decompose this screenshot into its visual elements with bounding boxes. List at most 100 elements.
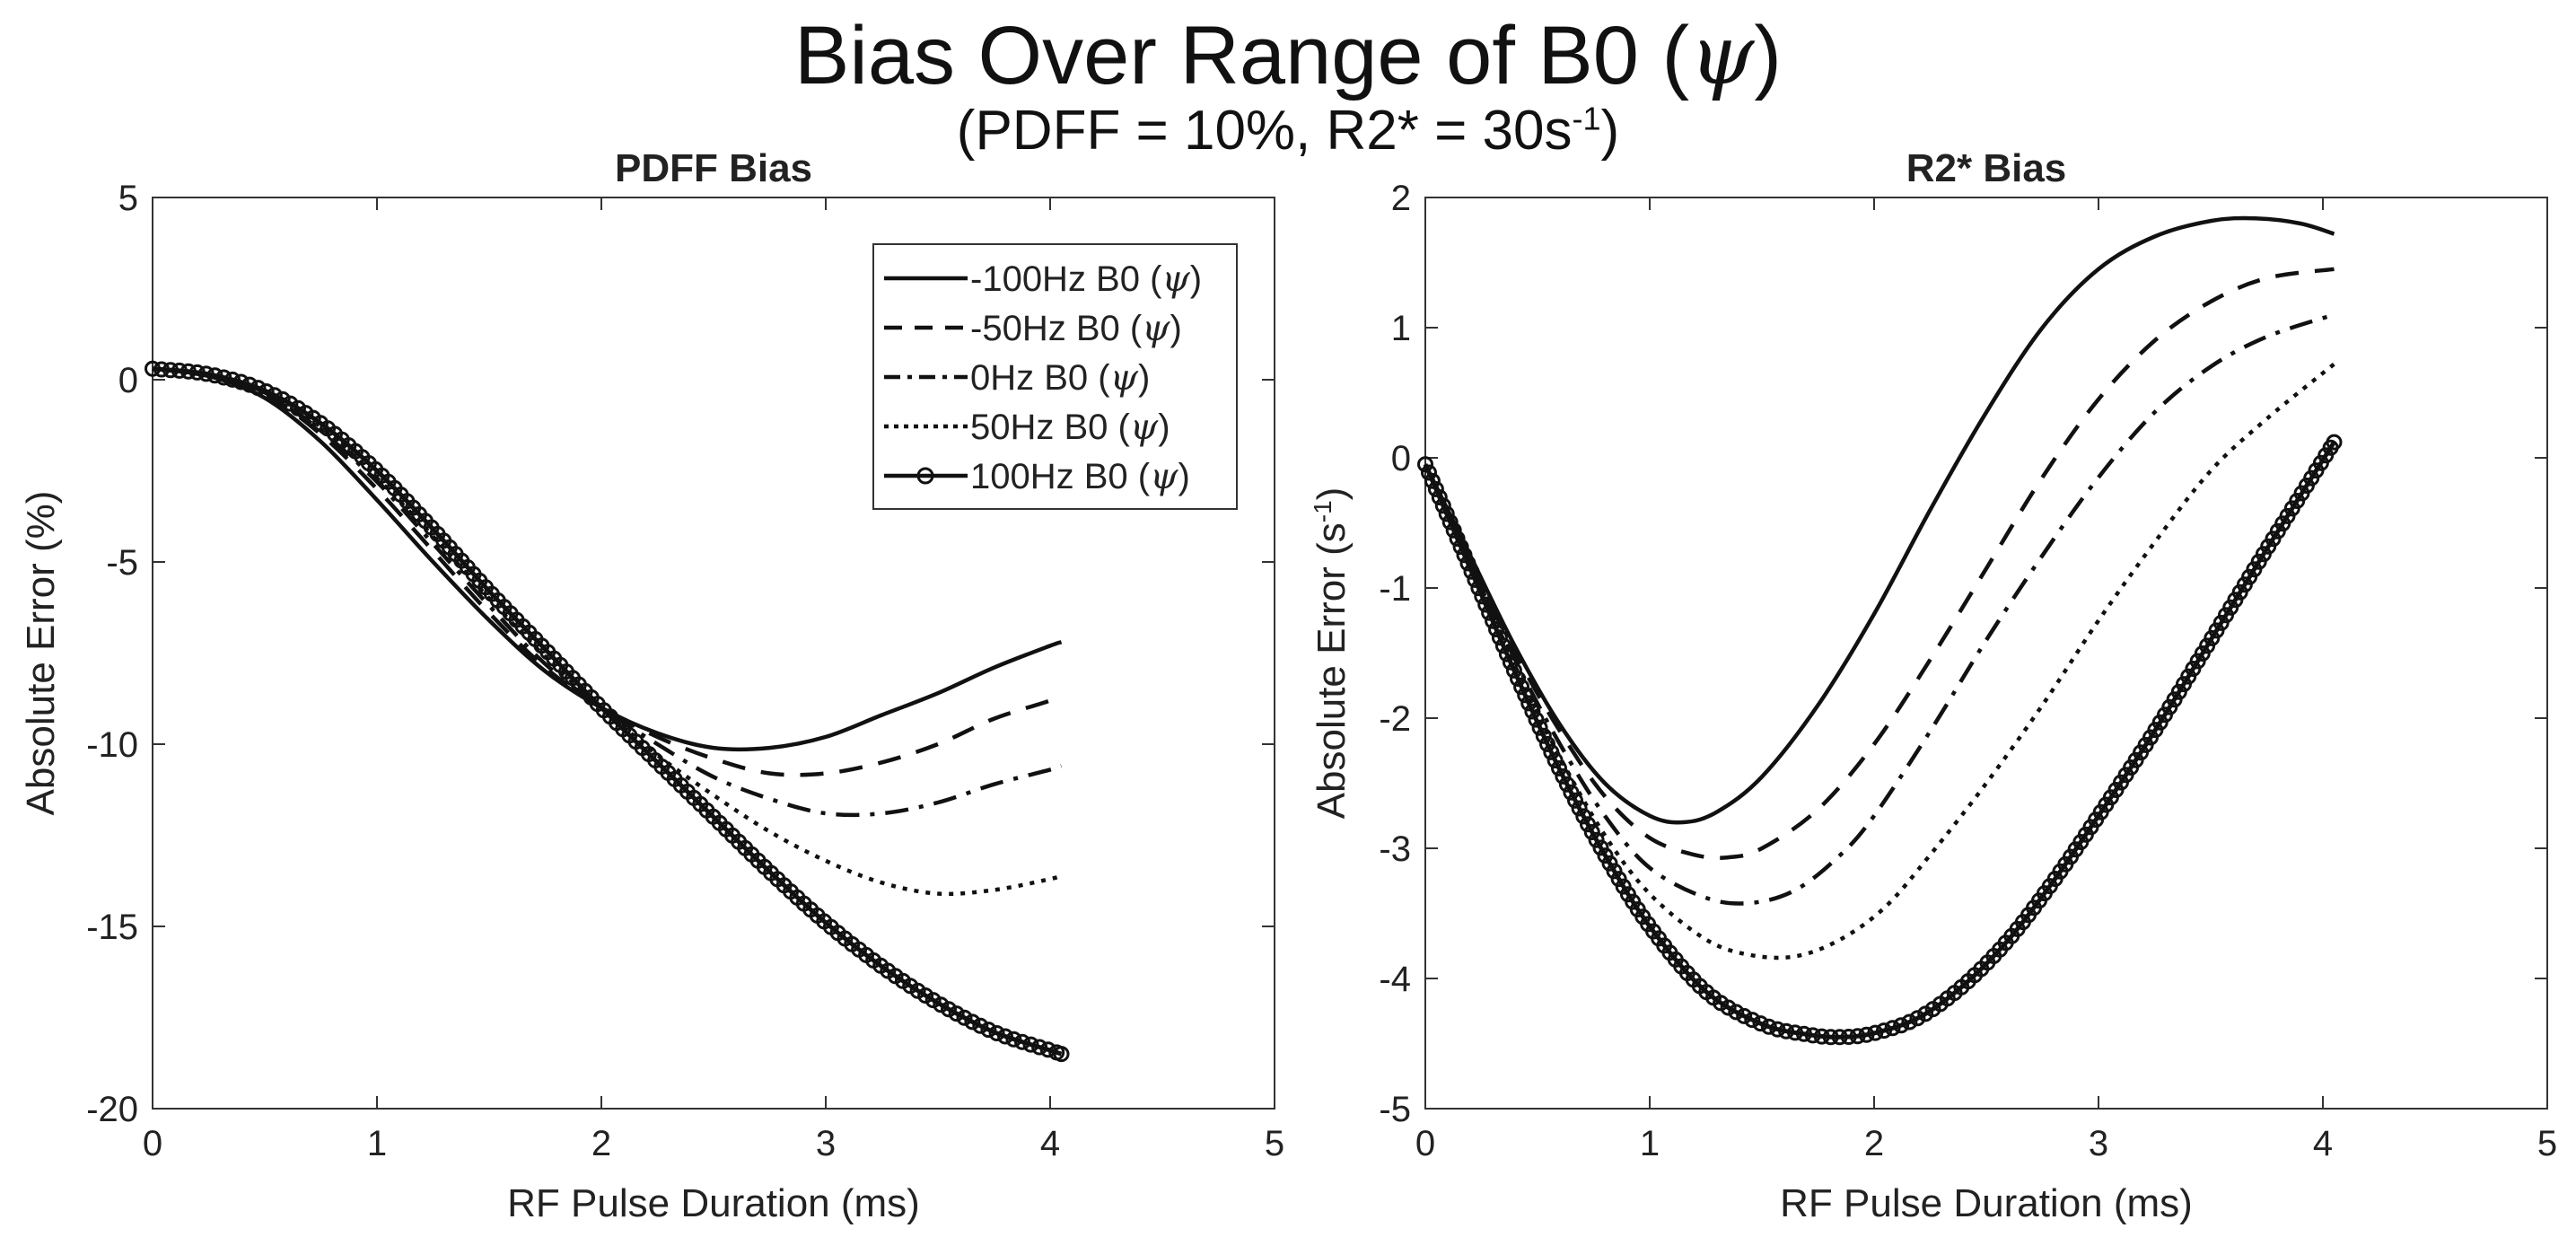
series-line--100Hz [1423,215,2335,825]
data-marker [1752,1015,1769,1032]
data-marker [1909,1010,1926,1027]
x-tick-label: 2 [591,1124,611,1163]
data-marker [224,371,241,388]
y-tick-label: -2 [1379,699,1411,739]
data-marker [1744,1012,1761,1029]
axes-box [152,197,1275,1110]
data-marker [1567,792,1583,809]
x-tick-label: 1 [367,1124,387,1163]
data-marker [180,363,197,380]
legend-label-symbol: ψ [1161,259,1190,300]
data-marker [1445,522,1462,539]
data-marker [1583,824,1600,840]
y-tick-label: -15 [86,908,138,947]
data-marker [1524,703,1541,720]
x-tick-label: 3 [816,1124,836,1163]
x-tick-label: 0 [1415,1124,1435,1163]
legend-label-close: ) [1138,358,1150,398]
legend-label-symbol: ψ [1150,456,1178,497]
data-marker [1488,621,1504,637]
data-marker [1795,1025,1812,1042]
legend-label-close: ) [1170,309,1182,348]
data-marker [1463,563,1480,580]
data-marker [1005,1031,1022,1048]
panel-r2star-bias: 0 1 2 3 4 5 2 1 0 -1 -2 -3 -4 -5 R2* Bias RF Pulse Dura… [1309,146,2558,1225]
data-marker [1528,711,1545,728]
panel-title: PDFF Bias [615,146,812,190]
data-marker [1481,604,1498,621]
legend-label-text: -50Hz B0 ( [970,309,1143,348]
data-marker [1597,847,1614,864]
data-marker [1517,687,1534,704]
data-marker [956,1009,973,1026]
data-marker [1901,1013,1918,1031]
legend-label: 50Hz B0 (ψ) [970,407,1170,448]
data-marker [1893,1017,1910,1034]
data-marker [162,362,179,379]
data-marker [258,383,275,399]
data-marker [2326,434,2343,451]
panel-title: R2* Bias [1906,146,2067,190]
legend-marker [916,467,934,485]
data-marker [1858,1026,1875,1043]
data-marker [1485,612,1502,629]
data-marker [1563,784,1580,801]
data-marker [1736,1007,1753,1024]
data-marker [1417,456,1433,473]
figure-subtitle: (PDFF = 10%, R2* = 30s-1) [956,100,1620,162]
data-marker [250,380,267,397]
y-tick-label: -5 [1379,1090,1411,1129]
data-marker [933,996,950,1013]
data-marker [1588,831,1605,848]
data-marker [241,376,258,393]
data-marker [1787,1024,1803,1041]
data-marker [188,364,206,381]
data-marker [1728,1004,1745,1021]
data-marker [1438,505,1455,522]
axes-box [1424,197,2548,1110]
y-axis-label-text: Absolute Error (%) [19,491,63,816]
data-marker [232,373,250,390]
data-marker [1441,513,1459,531]
legend-label-symbol: ψ [1110,357,1139,399]
data-marker [1813,1028,1830,1045]
legend-label-close: ) [1178,457,1189,496]
data-marker [1502,654,1519,671]
data-marker [972,1017,989,1034]
y-tick-label: 2 [1391,179,1411,218]
data-marker [1014,1033,1030,1050]
legend-label: 0Hz B0 (ψ) [970,357,1150,399]
data-marker [145,360,161,377]
data-marker [197,365,215,382]
data-marker [1831,1029,1848,1046]
data-marker [1822,1029,1839,1046]
data-marker [997,1028,1013,1045]
data-marker [1431,489,1448,505]
x-axis-label: RF Pulse Duration (ms) [507,1181,920,1225]
data-marker [1769,1021,1786,1038]
data-marker [948,1005,965,1022]
data-marker [266,387,283,404]
legend: -100Hz B0 (ψ)-50Hz B0 (ψ)0Hz B0 (ψ)50Hz … [872,243,1238,510]
data-marker [1424,472,1441,489]
y-tick-label: -3 [1379,829,1411,869]
series-line--50Hz [1423,267,2335,860]
y-tick-label: -1 [1379,569,1411,609]
legend-label-symbol: ψ [1130,407,1159,448]
data-marker [1543,743,1560,760]
data-marker [1760,1018,1777,1035]
x-tick-label: 4 [2313,1124,2333,1163]
series-line-0Hz [1423,312,2335,906]
data-marker [153,361,170,378]
legend-label: -100Hz B0 (ψ) [970,259,1202,300]
data-marker [1520,695,1538,712]
data-marker [1539,735,1555,752]
x-tick-label: 1 [1640,1124,1660,1163]
data-marker [1571,800,1588,817]
y-tick-label: 0 [1391,439,1411,478]
data-marker [988,1025,1005,1041]
data-marker [1031,1039,1048,1056]
data-marker [1470,580,1487,597]
data-marker [1427,480,1444,497]
